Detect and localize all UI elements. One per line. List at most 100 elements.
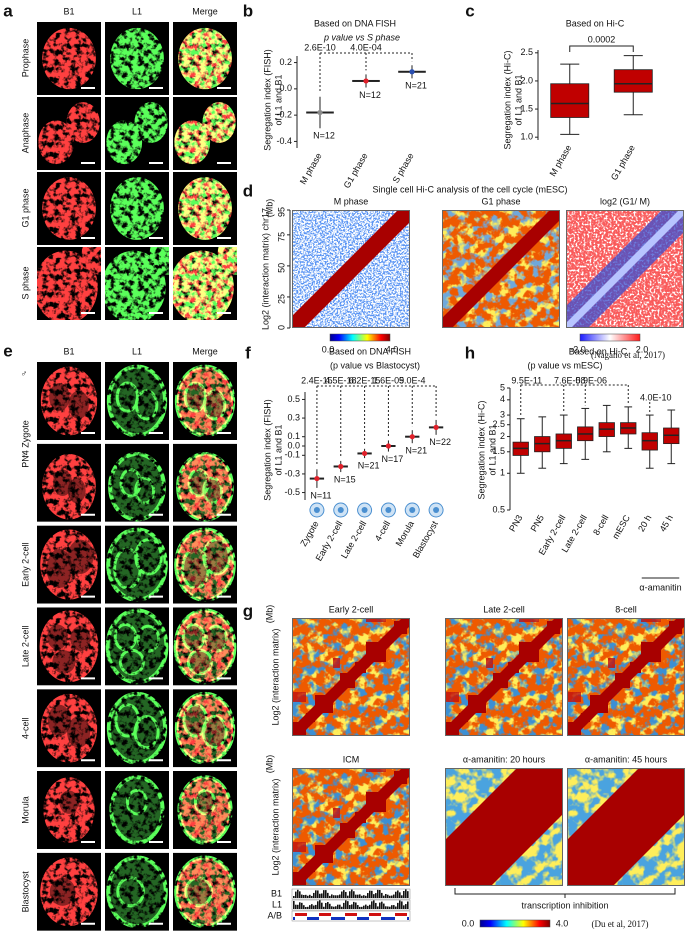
map-title: log2 (G1/ M) xyxy=(600,196,650,206)
micrograph xyxy=(173,22,237,95)
signal xyxy=(40,366,98,436)
track-bar xyxy=(359,906,361,909)
y-axis-label: Log2 (interaction matrix) xyxy=(270,778,280,875)
track-bar xyxy=(307,906,309,909)
compartment-bar xyxy=(313,917,315,920)
green-channel xyxy=(173,247,237,320)
micrograph xyxy=(105,852,169,931)
red-channel xyxy=(38,102,100,165)
signal xyxy=(116,876,145,908)
track-bar xyxy=(323,906,325,909)
signal xyxy=(133,715,160,750)
compartment-bar xyxy=(299,913,301,916)
track-bar xyxy=(391,895,393,898)
track-bar xyxy=(317,890,319,898)
heatmap xyxy=(292,768,410,886)
track-bar xyxy=(303,894,305,898)
tad-block xyxy=(315,695,333,713)
citation: (Nagano et al, 2017) xyxy=(591,350,665,360)
track-bar xyxy=(357,894,359,898)
y-axis-label: of L1 and B1 xyxy=(487,424,497,475)
red-channel xyxy=(40,693,98,763)
signal xyxy=(184,876,213,908)
green-channel xyxy=(108,451,166,522)
unit-label: (Mb) xyxy=(264,199,274,218)
green-channel xyxy=(174,691,236,765)
track-bar xyxy=(295,904,297,909)
row-label: Prophase xyxy=(20,39,30,78)
signal xyxy=(178,177,232,240)
signal xyxy=(108,451,166,522)
micrograph xyxy=(105,607,169,686)
track-bar xyxy=(305,894,307,898)
compartment xyxy=(641,618,661,622)
y-axis-label: Segregation index (Hi-C) xyxy=(502,50,512,149)
p-value: 0.0002 xyxy=(588,34,616,44)
signal xyxy=(37,250,98,320)
compartment-bar xyxy=(333,917,335,920)
track-bar xyxy=(351,904,353,909)
nucleolus xyxy=(68,390,89,419)
signal xyxy=(204,624,229,653)
tad-block xyxy=(630,662,641,673)
signal xyxy=(187,468,210,498)
micrograph xyxy=(105,97,169,170)
compartment-bar xyxy=(315,917,317,920)
track-bar xyxy=(407,901,409,909)
box xyxy=(613,69,653,93)
signal xyxy=(81,247,101,275)
green-channel xyxy=(106,364,168,438)
tad-block xyxy=(355,812,366,823)
y-tick-label: 0.2 xyxy=(279,57,292,67)
track-bar xyxy=(303,905,305,909)
track-bar xyxy=(313,905,315,909)
green-channel xyxy=(106,855,168,929)
group-label: α-amanitin xyxy=(639,582,681,592)
panel-letter: g xyxy=(243,601,253,620)
micrograph xyxy=(37,607,101,686)
nucleolus xyxy=(67,478,86,504)
tad-block xyxy=(315,845,333,863)
compartment-bar xyxy=(337,917,339,920)
signal xyxy=(134,102,168,143)
tad-block xyxy=(340,673,355,688)
y-tick-label: 0.1 xyxy=(287,431,300,441)
track-bar xyxy=(347,901,349,909)
compartment-bar xyxy=(393,917,395,920)
track-bar xyxy=(331,906,333,909)
track-bar xyxy=(363,895,365,898)
green-channel xyxy=(178,177,232,240)
track-bar xyxy=(327,892,329,898)
micrograph xyxy=(173,852,237,931)
n-label: N=12 xyxy=(359,90,381,100)
micrograph xyxy=(37,443,101,522)
y-tick-label: -0.1 xyxy=(284,450,300,460)
panel-letter: d xyxy=(243,181,253,200)
column-header: Merge xyxy=(192,346,218,356)
compartment xyxy=(519,618,539,622)
tad-block xyxy=(292,872,306,886)
track-frame xyxy=(291,910,411,922)
track-bar xyxy=(371,901,373,909)
compartment-bar xyxy=(385,917,387,920)
tad-block xyxy=(661,634,669,642)
track-bar xyxy=(407,891,409,898)
track-bar xyxy=(351,889,353,898)
colorbar-label: 4.0 xyxy=(386,344,399,354)
heatmap xyxy=(567,618,685,736)
diagonal-band xyxy=(445,768,563,886)
track-bar xyxy=(397,890,399,898)
compartment-bar xyxy=(387,917,389,920)
micrograph xyxy=(105,172,169,245)
mean-dot xyxy=(338,463,344,470)
signal xyxy=(134,389,159,421)
compartment xyxy=(333,658,340,668)
p-value: 5.0E-4 xyxy=(399,375,426,385)
nucleolus xyxy=(52,650,76,674)
compartment-bar xyxy=(293,917,295,920)
compartment-bar xyxy=(405,913,407,916)
colorbar-label: 4.0 xyxy=(556,918,569,928)
compartment-bar xyxy=(355,913,357,916)
signal xyxy=(38,120,75,165)
mean-dot xyxy=(361,450,368,457)
